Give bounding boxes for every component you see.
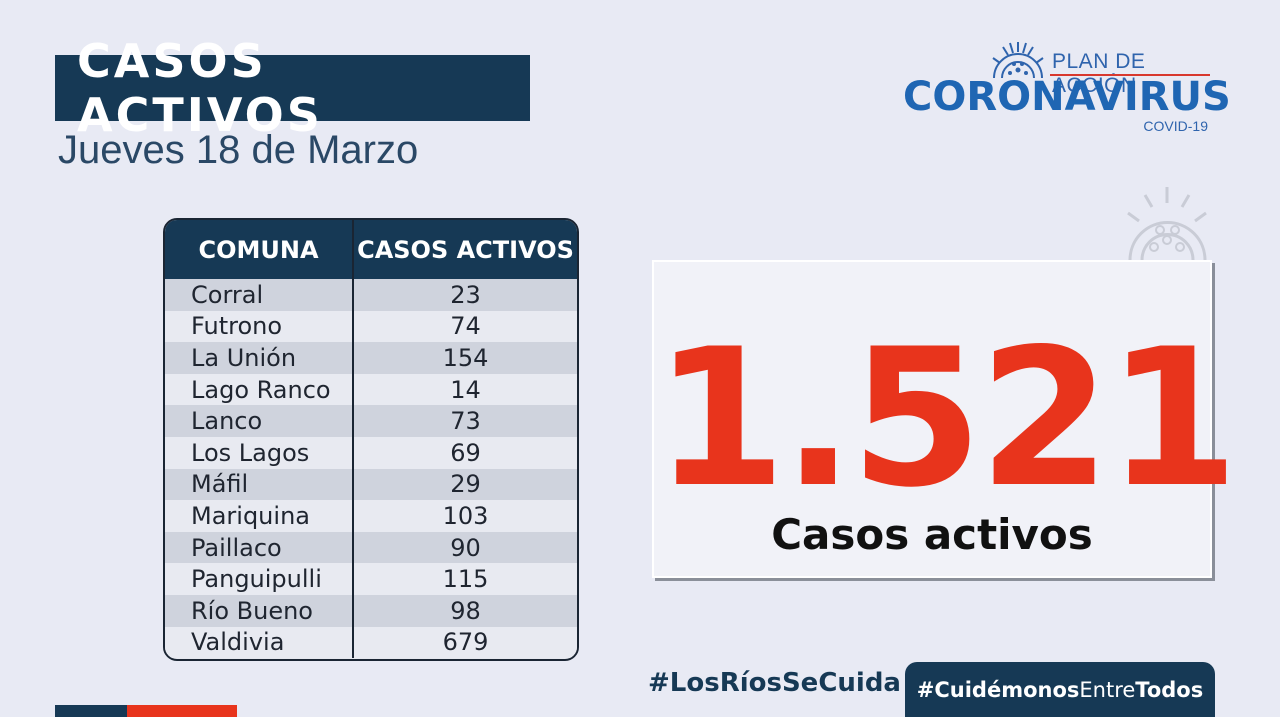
- table-row: Lanco 73: [165, 405, 577, 437]
- comuna-cell: Lanco: [165, 405, 354, 437]
- table-row: La Unión 154: [165, 342, 577, 374]
- title-banner: CASOS ACTIVOS: [55, 34, 530, 142]
- casos-cell: 74: [450, 312, 481, 341]
- table-header: COMUNA CASOS ACTIVOS: [165, 220, 577, 279]
- casos-cell: 115: [442, 565, 489, 594]
- casos-cell: 73: [450, 407, 481, 436]
- logo-divider: [1050, 74, 1210, 76]
- casos-cell: 29: [450, 470, 481, 499]
- total-label: Casos activos: [771, 510, 1093, 559]
- casos-cell: 90: [450, 533, 481, 562]
- coronavirus-logo: PLAN DE ACCIÓN CORONAVIRUS COVID-19: [900, 38, 1231, 138]
- hashtag-los-rios: #LosRíosSeCuida: [648, 668, 901, 698]
- comuna-cell: Futrono: [165, 310, 354, 343]
- page-title: CASOS ACTIVOS: [77, 34, 323, 142]
- date-subtitle: Jueves 18 de Marzo: [58, 128, 419, 172]
- casos-cell: 679: [442, 628, 489, 657]
- table-row: Los Lagos 69: [165, 436, 577, 469]
- casos-cell: 98: [450, 596, 481, 625]
- logo-plan-text: PLAN DE ACCIÓN: [1052, 50, 1146, 97]
- comuna-cell: Lago Ranco: [165, 373, 354, 406]
- logo-covid-text: COVID-19: [1143, 118, 1208, 134]
- table-body: Corral 23 Futrono 74 La Unión 154 Lago Ranc…: [165, 279, 577, 659]
- hashtag-part-3: Todos: [1135, 677, 1204, 702]
- coronavirus-icon: [992, 42, 1044, 79]
- logo-main-text: CORONAVIRUS: [903, 74, 1231, 120]
- cases-table: COMUNA CASOS ACTIVOS Corral 23 Futrono 74 …: [163, 218, 579, 661]
- table-row: Futrono 74: [165, 310, 577, 343]
- footer-bar-red: [127, 705, 237, 717]
- comuna-cell: Valdivia: [165, 626, 354, 659]
- column-header-casos: CASOS ACTIVOS: [357, 235, 574, 264]
- comuna-cell: Paillaco: [165, 531, 354, 564]
- table-row: Corral 23: [165, 279, 577, 311]
- table-row: Valdivia 679: [165, 626, 577, 659]
- comuna-cell: Mariquina: [165, 500, 354, 532]
- comuna-cell: Río Bueno: [165, 594, 354, 627]
- comuna-cell: Corral: [165, 279, 354, 311]
- comuna-cell: Panguipulli: [165, 563, 354, 595]
- table-row: Mariquina 103: [165, 500, 577, 532]
- casos-cell: 23: [450, 280, 481, 309]
- hashtag-part-2: Entre: [1079, 677, 1136, 702]
- hashtag-cuidemonos: #Cuidémonos Entre Todos: [905, 662, 1215, 717]
- footer-bar-blue: [55, 705, 127, 717]
- casos-cell: 69: [450, 438, 481, 467]
- comuna-cell: Máfil: [165, 468, 354, 501]
- table-row: Río Bueno 98: [165, 594, 577, 627]
- table-row: Máfil 29: [165, 468, 577, 501]
- total-card: 1.521 Casos activos: [652, 260, 1239, 578]
- column-header-comuna: COMUNA: [165, 220, 354, 279]
- table-row: Paillaco 90: [165, 531, 577, 564]
- casos-cell: 103: [442, 501, 489, 530]
- casos-cell: 154: [442, 343, 489, 372]
- comuna-cell: La Unión: [165, 342, 354, 374]
- casos-cell: 14: [450, 375, 481, 404]
- total-value: 1.521: [654, 308, 1239, 529]
- hashtag-part-1: #Cuidémonos: [916, 677, 1080, 702]
- coronavirus-watermark-icon: [1127, 187, 1207, 260]
- table-row: Lago Ranco 14: [165, 373, 577, 406]
- table-row: Panguipulli 115: [165, 563, 577, 595]
- comuna-cell: Los Lagos: [165, 436, 354, 469]
